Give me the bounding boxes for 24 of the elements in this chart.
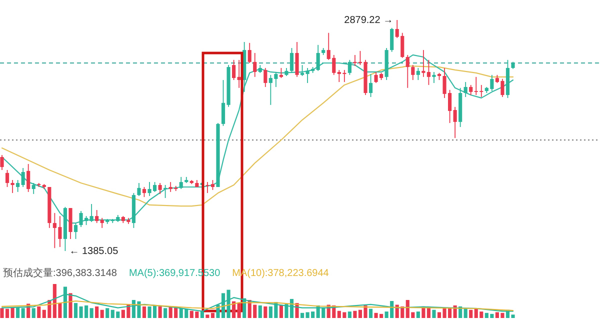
bar xyxy=(469,310,473,318)
bar xyxy=(416,312,420,318)
bar xyxy=(300,312,304,318)
bar xyxy=(348,312,352,318)
bar xyxy=(68,293,72,318)
bar xyxy=(158,306,162,318)
bar xyxy=(258,305,262,318)
bar xyxy=(264,306,268,318)
bar xyxy=(90,308,94,318)
bar xyxy=(142,306,146,318)
bar xyxy=(432,310,436,318)
bar xyxy=(237,303,241,318)
bar xyxy=(100,310,104,318)
bar xyxy=(279,305,283,318)
series-label: 预估成交量:396,383.3148 xyxy=(3,267,118,279)
annotation: ← 1385.05 xyxy=(69,246,119,257)
bar xyxy=(206,314,210,318)
annotation: 2879.22 → xyxy=(344,15,394,26)
bar xyxy=(353,310,357,318)
bar xyxy=(210,312,215,318)
bar xyxy=(368,308,373,318)
bar xyxy=(232,301,236,318)
bar xyxy=(37,306,41,318)
bar xyxy=(95,306,99,318)
